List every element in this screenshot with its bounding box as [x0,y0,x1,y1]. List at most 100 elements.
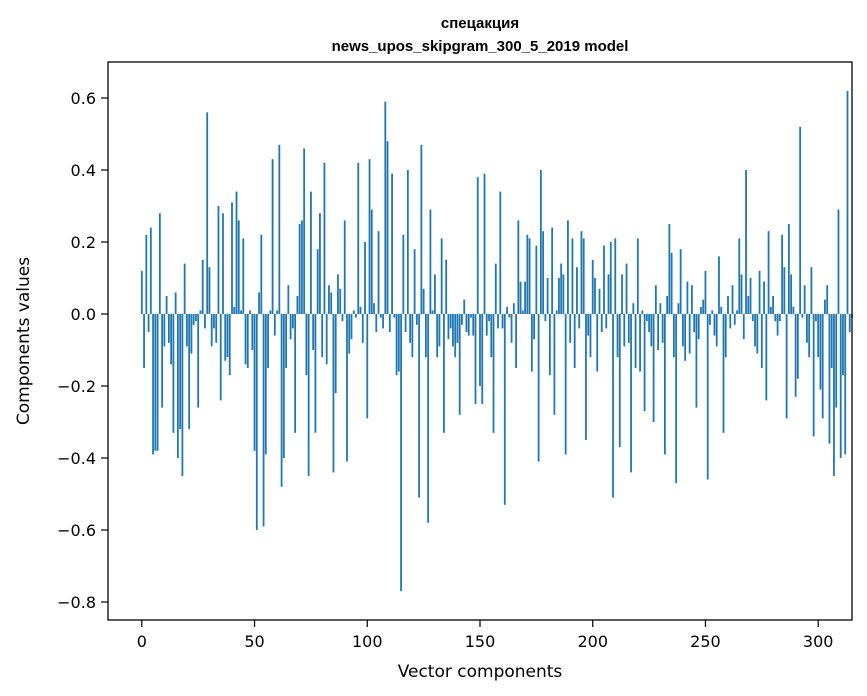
bar [778,314,781,322]
x-tick-label: 300 [803,632,834,651]
y-tick-label: −0.2 [57,377,96,396]
bar [727,296,729,314]
bar [197,314,200,408]
bar [190,314,193,354]
bar [848,314,851,332]
bar [747,296,750,314]
bar [271,159,274,314]
bar [517,220,520,314]
bar [355,314,357,318]
bar [526,234,529,314]
y-tick-label: −0.6 [57,521,96,540]
bar [792,306,795,314]
bar [179,314,182,430]
bar [364,242,366,314]
bar [314,314,317,433]
bar [787,224,790,314]
bar [704,270,707,314]
bar [763,281,765,314]
bar [213,314,215,329]
bar [670,252,673,314]
bar [654,285,657,314]
bar [246,314,249,368]
bar [424,314,427,358]
bar [596,314,599,372]
bar [650,314,653,347]
bar [758,270,761,314]
bar [215,314,218,343]
bar [262,314,265,527]
bar [539,170,542,314]
bar [506,306,508,314]
bar [521,310,524,314]
bar [397,314,400,372]
bar [224,314,227,361]
x-tick-label: 50 [244,632,264,651]
bar [291,314,294,329]
bar [700,306,702,314]
bar [756,314,759,354]
bar [454,314,457,358]
bar [305,314,308,376]
bar [158,213,161,314]
bar [576,267,578,314]
bar [846,90,849,314]
bar [470,314,472,318]
bar [474,314,477,404]
bar [765,314,768,401]
bar [614,238,617,314]
bar [594,278,596,314]
bar [600,314,603,332]
bar [569,314,572,343]
bar [794,314,797,397]
bar [736,310,738,314]
bar [691,285,693,314]
bar [645,314,648,322]
bar [560,263,563,314]
bar [605,314,608,329]
chart-subtitle: news_upos_skipgram_300_5_2019 model [332,38,629,55]
bar [623,314,626,347]
bar [411,314,414,358]
bar [630,314,632,473]
bar [819,314,822,390]
bar [140,270,143,314]
bar [481,314,484,404]
bar [562,274,565,314]
bar [558,278,560,314]
bar [328,285,330,314]
bar [790,274,793,314]
bar [452,314,454,347]
bar [627,314,630,343]
bar [278,144,281,314]
x-tick-label: 150 [465,632,496,651]
bar [163,314,166,347]
bar [528,238,531,314]
bar [393,314,396,318]
x-tick-label: 250 [690,632,721,651]
bar [796,314,799,379]
bar [499,191,502,314]
bar [285,314,288,368]
bar [803,285,806,314]
bar [201,260,204,314]
bar [686,281,689,314]
bar [296,296,299,314]
bar [530,314,533,372]
bar [240,310,242,314]
bar [548,314,551,376]
x-ticks: 0 50 100 150 200 250 300 [137,620,834,651]
bar [289,314,292,340]
bar [783,267,786,314]
bar [544,314,547,322]
bar [280,314,283,487]
bar [391,173,393,314]
bar [839,314,842,458]
bar [639,314,641,372]
bar [307,314,310,476]
bar [400,314,402,592]
bar [350,314,353,340]
bar [334,314,337,394]
bar [195,314,197,322]
y-tick-label: 0.2 [71,233,96,252]
